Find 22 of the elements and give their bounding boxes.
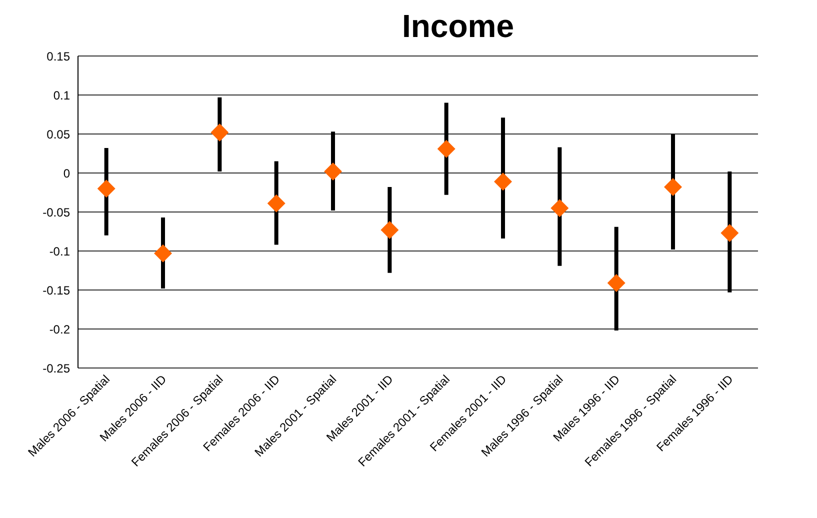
- point: [267, 194, 286, 212]
- y-tick-label: 0.1: [53, 88, 70, 102]
- point: [550, 199, 569, 218]
- y-tick-label: -0.2: [49, 322, 70, 336]
- point: [380, 220, 399, 239]
- y-tick-label: 0.05: [46, 127, 70, 142]
- point: [324, 162, 342, 180]
- y-tick-label: -0.15: [42, 283, 70, 298]
- point: [97, 180, 116, 198]
- point: [437, 140, 456, 158]
- y-tick-label: -0.05: [42, 205, 70, 220]
- point: [154, 244, 172, 262]
- point: [607, 274, 626, 292]
- point: [210, 123, 229, 142]
- chart-title: Income: [400, 8, 516, 46]
- point: [720, 224, 739, 242]
- y-tick-label: 0: [63, 166, 70, 180]
- y-tick-label: -0.1: [49, 244, 70, 258]
- y-tick-label: 0.15: [46, 49, 70, 64]
- y-tick-label: -0.25: [42, 361, 70, 376]
- point: [494, 172, 512, 191]
- point: [664, 178, 682, 196]
